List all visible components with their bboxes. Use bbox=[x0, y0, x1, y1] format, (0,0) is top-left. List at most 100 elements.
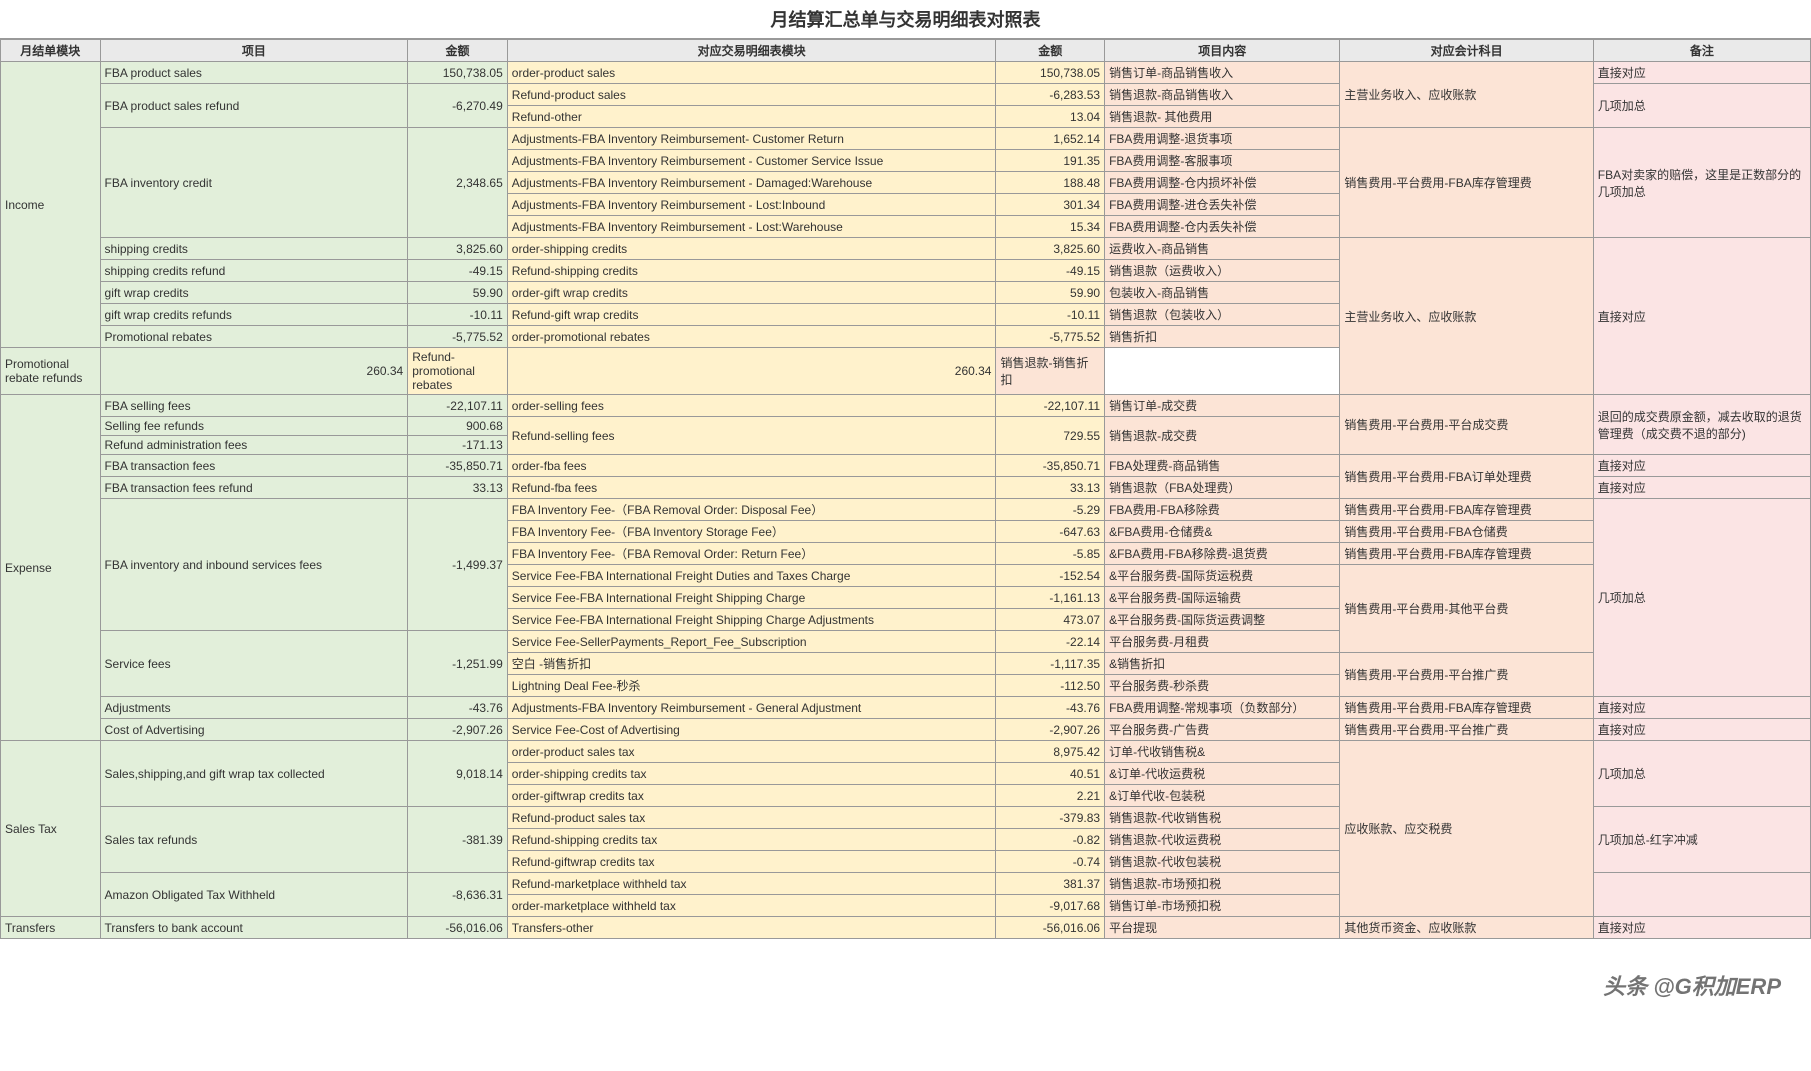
cell: order-giftwrap credits tax bbox=[507, 785, 996, 807]
cell: 销售费用-平台费用-FBA库存管理费 bbox=[1340, 499, 1593, 521]
table-row: FBA inventory credit 2,348.65 Adjustment… bbox=[1, 128, 1811, 150]
cell: 15.34 bbox=[996, 216, 1105, 238]
cell: &FBA费用-FBA移除费-退货费 bbox=[1105, 543, 1340, 565]
cell: -1,499.37 bbox=[408, 499, 508, 631]
cell: Refund administration fees bbox=[100, 436, 408, 455]
table-row: Adjustments -43.76 Adjustments-FBA Inven… bbox=[1, 697, 1811, 719]
cell: order-shipping credits tax bbox=[507, 763, 996, 785]
cell: Adjustments-FBA Inventory Reimbursement … bbox=[507, 194, 996, 216]
cell: -56,016.06 bbox=[408, 917, 508, 939]
cell: Service Fee-Cost of Advertising bbox=[507, 719, 996, 741]
cell: 销售费用-平台费用-其他平台费 bbox=[1340, 565, 1593, 653]
cell: Lightning Deal Fee-秒杀 bbox=[507, 675, 996, 697]
table-row: Transfers Transfers to bank account -56,… bbox=[1, 917, 1811, 939]
col-amount2: 金额 bbox=[996, 40, 1105, 62]
cell: 主营业务收入、应收账款 bbox=[1340, 62, 1593, 128]
cell: -2,907.26 bbox=[996, 719, 1105, 741]
cell: -1,161.13 bbox=[996, 587, 1105, 609]
cell: FBA费用调整-仓内丢失补偿 bbox=[1105, 216, 1340, 238]
cell: 订单-代收销售税& bbox=[1105, 741, 1340, 763]
cell: Transfers to bank account bbox=[100, 917, 408, 939]
cell: 销售退款（运费收入） bbox=[1105, 260, 1340, 282]
cell: 3,825.60 bbox=[996, 238, 1105, 260]
cell: 包装收入-商品销售 bbox=[1105, 282, 1340, 304]
cell: -112.50 bbox=[996, 675, 1105, 697]
cell: 销售退款-商品销售收入 bbox=[1105, 84, 1340, 106]
col-account: 对应会计科目 bbox=[1340, 40, 1593, 62]
cell: Adjustments-FBA Inventory Reimbursement … bbox=[507, 216, 996, 238]
cell: 150,738.05 bbox=[408, 62, 508, 84]
cell: Cost of Advertising bbox=[100, 719, 408, 741]
cell: -9,017.68 bbox=[996, 895, 1105, 917]
cell: FBA transaction fees bbox=[100, 455, 408, 477]
cell: Refund-other bbox=[507, 106, 996, 128]
cell: FBA费用调整-客服事项 bbox=[1105, 150, 1340, 172]
cell: 40.51 bbox=[996, 763, 1105, 785]
col-item: 项目 bbox=[100, 40, 408, 62]
cell: Transfers-other bbox=[507, 917, 996, 939]
cell: 销售退款-市场预扣税 bbox=[1105, 873, 1340, 895]
cell: 几项加总 bbox=[1593, 499, 1810, 697]
cell: Refund-selling fees bbox=[507, 417, 996, 455]
cell: -22.14 bbox=[996, 631, 1105, 653]
cell: 直接对应 bbox=[1593, 917, 1810, 939]
cell: -43.76 bbox=[408, 697, 508, 719]
cell: FBA selling fees bbox=[100, 395, 408, 417]
cell: -5,775.52 bbox=[408, 326, 508, 348]
cell: 几项加总 bbox=[1593, 84, 1810, 128]
cell: -5,775.52 bbox=[996, 326, 1105, 348]
cell: 900.68 bbox=[408, 417, 508, 436]
cell: 几项加总 bbox=[1593, 741, 1810, 807]
cell: 150,738.05 bbox=[996, 62, 1105, 84]
cell: 销售折扣 bbox=[1105, 326, 1340, 348]
cell: -49.15 bbox=[996, 260, 1105, 282]
col-module: 月结单模块 bbox=[1, 40, 101, 62]
cell: shipping credits bbox=[100, 238, 408, 260]
cell: order-product sales tax bbox=[507, 741, 996, 763]
cell: Refund-product sales tax bbox=[507, 807, 996, 829]
cell: 260.34 bbox=[507, 348, 996, 395]
cell: 销售费用-平台费用-FBA库存管理费 bbox=[1340, 543, 1593, 565]
cell: 直接对应 bbox=[1593, 719, 1810, 741]
cell: FBA费用-FBA移除费 bbox=[1105, 499, 1340, 521]
cell: -10.11 bbox=[996, 304, 1105, 326]
cell: FBA费用调整-退货事项 bbox=[1105, 128, 1340, 150]
table-row: Cost of Advertising -2,907.26 Service Fe… bbox=[1, 719, 1811, 741]
cell: 其他货币资金、应收账款 bbox=[1340, 917, 1593, 939]
cell: -10.11 bbox=[408, 304, 508, 326]
cell: Refund-product sales bbox=[507, 84, 996, 106]
cell: 销售费用-平台费用-平台成交费 bbox=[1340, 395, 1593, 455]
cell: 直接对应 bbox=[1593, 697, 1810, 719]
cell: order-product sales bbox=[507, 62, 996, 84]
cell: 运费收入-商品销售 bbox=[1105, 238, 1340, 260]
cell: &平台服务费-国际运输费 bbox=[1105, 587, 1340, 609]
cell: FBA对卖家的赔偿，这里是正数部分的几项加总 bbox=[1593, 128, 1810, 238]
cell: Service Fee-FBA International Freight Sh… bbox=[507, 587, 996, 609]
cell: 销售费用-平台费用-FBA库存管理费 bbox=[1340, 128, 1593, 238]
cell: order-selling fees bbox=[507, 395, 996, 417]
cell: -8,636.31 bbox=[408, 873, 508, 917]
cell: 销售费用-平台费用-FBA仓储费 bbox=[1340, 521, 1593, 543]
cell: Refund-gift wrap credits bbox=[507, 304, 996, 326]
cell: FBA费用调整-进仓丢失补偿 bbox=[1105, 194, 1340, 216]
cell: &订单-代收运费税 bbox=[1105, 763, 1340, 785]
section-salestax: Sales Tax bbox=[1, 741, 101, 917]
section-income: Income bbox=[1, 62, 101, 348]
cell: -0.82 bbox=[996, 829, 1105, 851]
cell: 销售订单-商品销售收入 bbox=[1105, 62, 1340, 84]
cell: &平台服务费-国际货运税费 bbox=[1105, 565, 1340, 587]
cell: 平台服务费-广告费 bbox=[1105, 719, 1340, 741]
cell: -6,270.49 bbox=[408, 84, 508, 128]
cell: 9,018.14 bbox=[408, 741, 508, 807]
cell: 主营业务收入、应收账款 bbox=[1340, 238, 1593, 395]
reconciliation-table: 月结单模块 项目 金额 对应交易明细表模块 金额 项目内容 对应会计科目 备注 … bbox=[0, 39, 1811, 939]
cell: Adjustments bbox=[100, 697, 408, 719]
cell: FBA inventory credit bbox=[100, 128, 408, 238]
cell: Service fees bbox=[100, 631, 408, 697]
cell: -6,283.53 bbox=[996, 84, 1105, 106]
header-row: 月结单模块 项目 金额 对应交易明细表模块 金额 项目内容 对应会计科目 备注 bbox=[1, 40, 1811, 62]
cell: order-marketplace withheld tax bbox=[507, 895, 996, 917]
cell: &订单代收-包装税 bbox=[1105, 785, 1340, 807]
cell: 销售退款-代收运费税 bbox=[1105, 829, 1340, 851]
cell: FBA product sales bbox=[100, 62, 408, 84]
